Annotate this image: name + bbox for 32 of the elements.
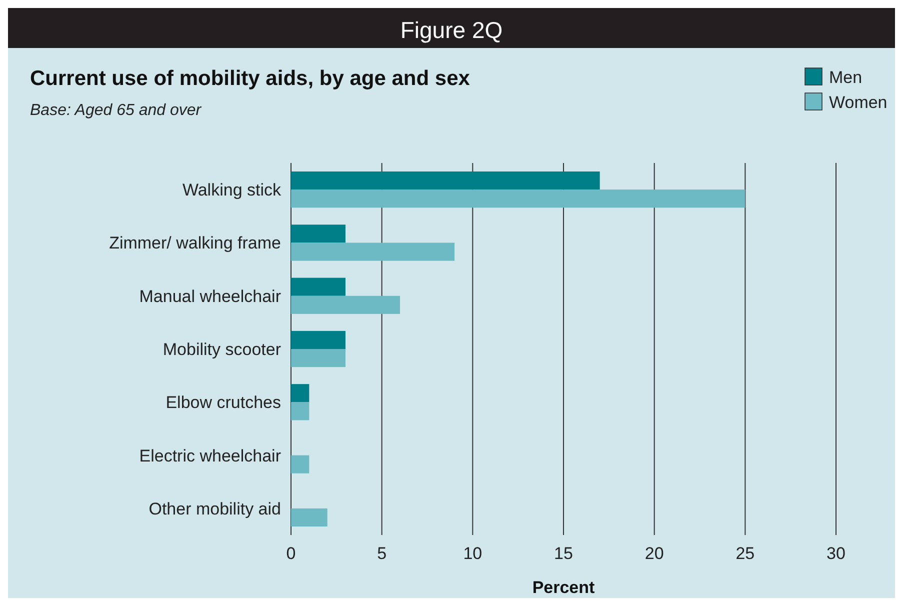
legend-label: Women — [829, 93, 888, 112]
bar — [291, 224, 346, 243]
x-tick-label: 10 — [463, 544, 482, 563]
y-tick-label: Other mobility aid — [148, 499, 281, 518]
bar — [291, 330, 346, 349]
y-tick-label: Electric wheelchair — [139, 446, 282, 466]
bar — [291, 402, 310, 420]
text: Base: Aged 65 and over — [30, 102, 202, 119]
bar — [291, 172, 600, 190]
bar — [291, 455, 310, 474]
bar — [291, 278, 346, 296]
x-tick-label: 15 — [554, 544, 573, 563]
bar — [291, 190, 746, 208]
bar — [291, 349, 346, 368]
y-tick-label: Mobility scooter — [162, 340, 282, 359]
x-tick-label: 30 — [826, 544, 846, 563]
x-tick-label: 20 — [644, 544, 664, 563]
bar — [291, 242, 454, 261]
legend-label: Men — [829, 68, 862, 87]
x-axis-title: Percent — [532, 578, 596, 597]
chart-title: Current use of mobility aids, by age and sex — [30, 67, 470, 90]
y-tick-label: Manual wheelchair — [139, 286, 282, 306]
bar — [291, 384, 310, 402]
y-tick-label: Zimmer/ walking frame — [109, 234, 281, 253]
x-tick-label: 5 — [377, 544, 387, 563]
y-tick-label: Elbow crutches — [166, 393, 281, 412]
bar — [291, 296, 400, 314]
caption: Figure 2Q — [400, 17, 503, 43]
x-tick-label: 0 — [286, 544, 296, 563]
bar — [291, 508, 328, 526]
y-tick-label: Walking stick — [182, 180, 282, 200]
x-tick-label: 25 — [736, 544, 755, 563]
